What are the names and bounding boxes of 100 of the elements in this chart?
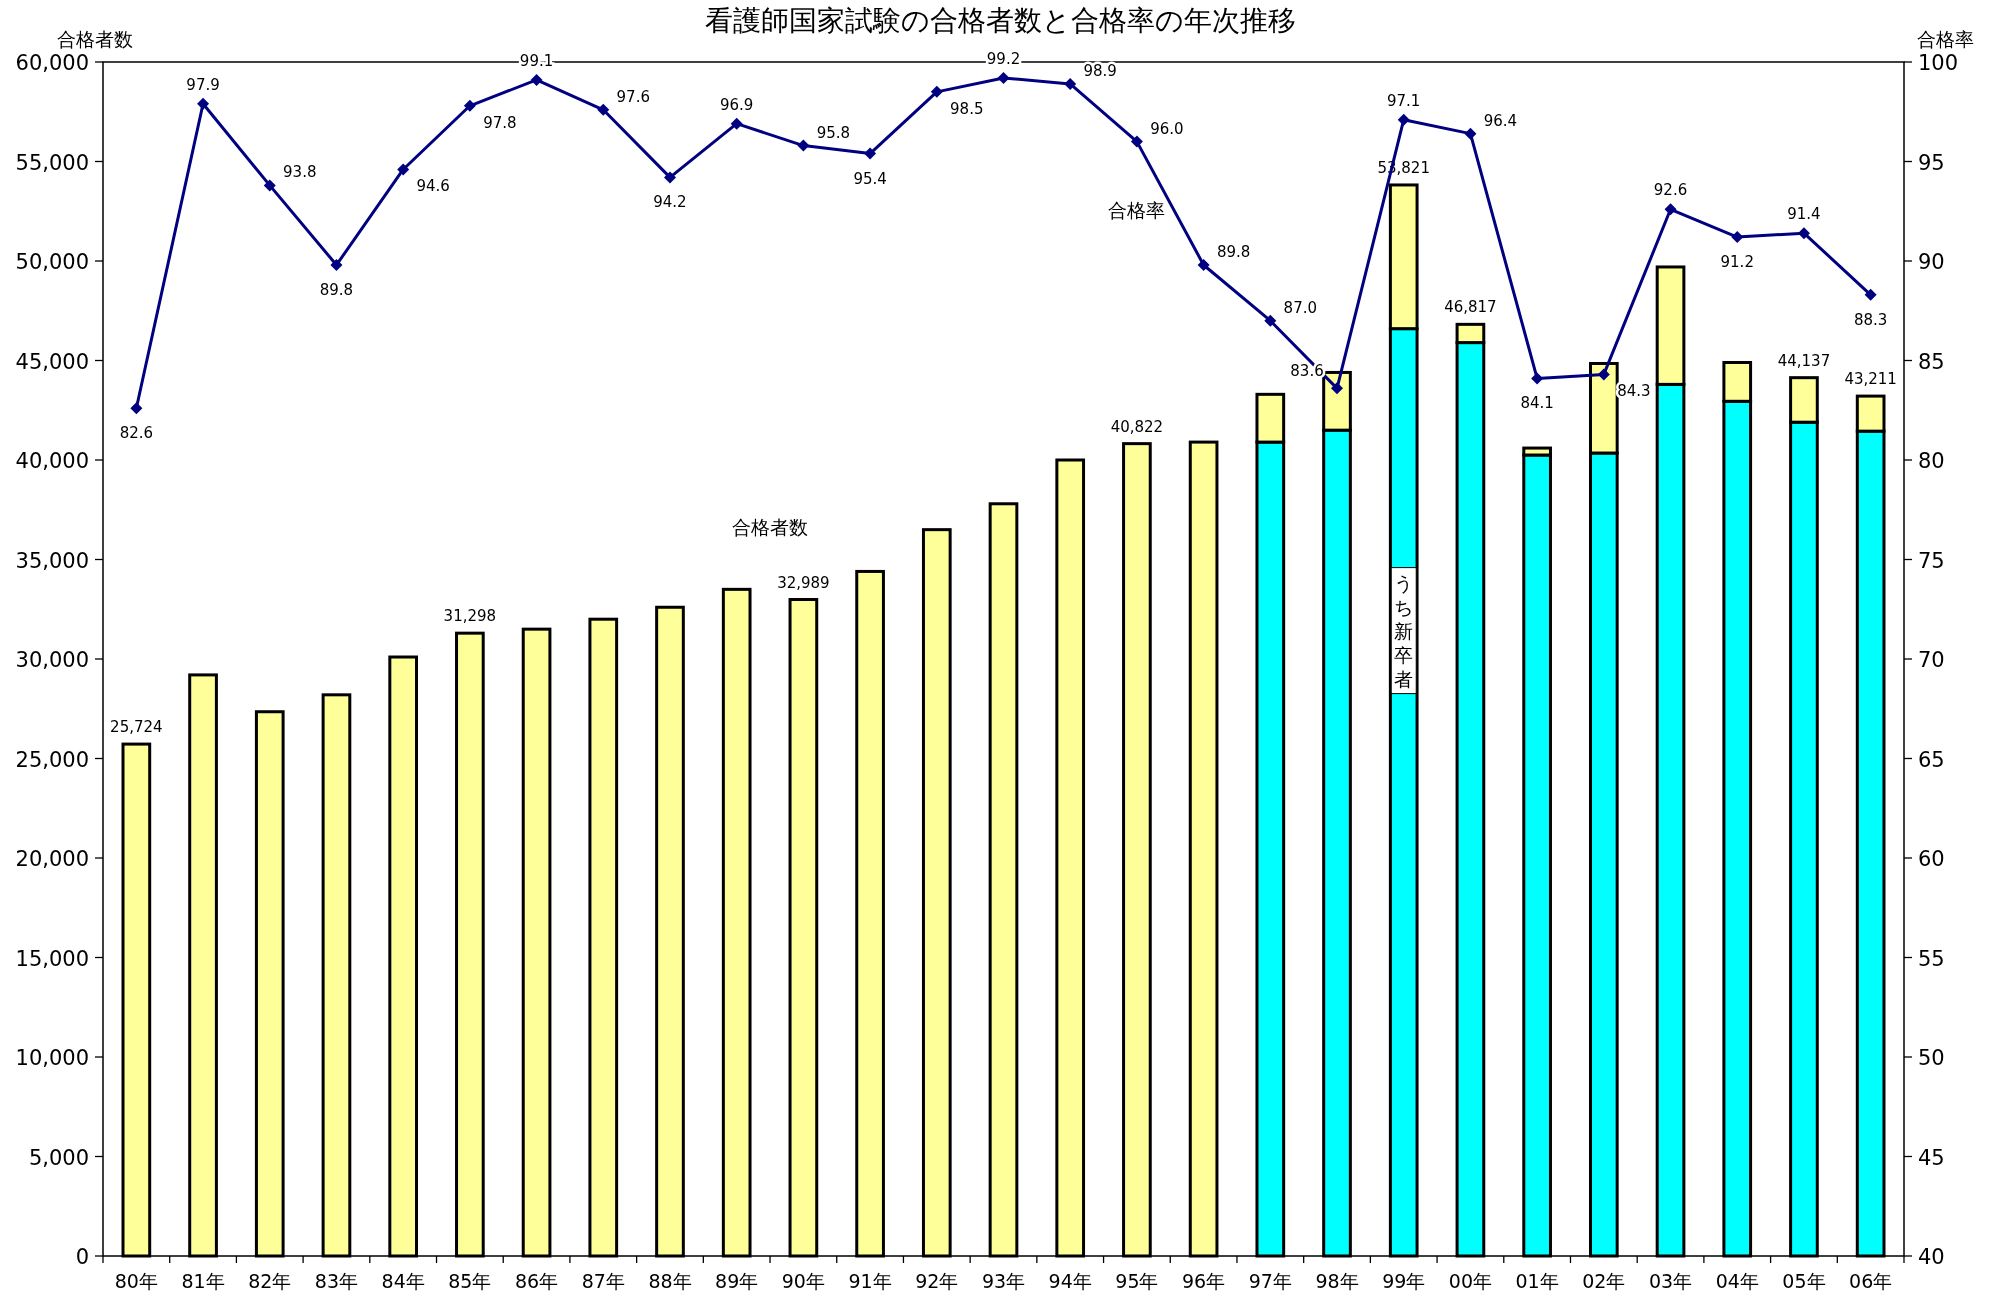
point xyxy=(930,85,943,98)
data-label: 89.8 xyxy=(1216,242,1251,261)
point xyxy=(1197,258,1210,271)
y-tick-label: 10,000 xyxy=(15,1046,89,1070)
y-axis-title: 合格者数 xyxy=(57,28,133,50)
y-tick-label: 35,000 xyxy=(15,548,89,573)
x-tick-label: 86年 xyxy=(514,1270,559,1292)
x-tick-label: 05年 xyxy=(1782,1270,1826,1292)
x-tick-label: 88年 xyxy=(648,1270,692,1292)
y2-tick-label: 40 xyxy=(1918,1245,1945,1269)
data-label: 95.8 xyxy=(816,123,851,142)
x-tick-label: 94年 xyxy=(1048,1270,1092,1292)
x-tick-label: 83年 xyxy=(314,1270,359,1292)
x-tick-label: 99年 xyxy=(1382,1270,1426,1292)
y2-tick-label: 90 xyxy=(1918,250,1945,274)
point xyxy=(330,258,343,271)
data-label: 82.6 xyxy=(119,424,154,443)
y2-tick-label: 55 xyxy=(1918,946,1945,971)
point xyxy=(1064,77,1077,90)
x-tick-label: 81年 xyxy=(181,1270,225,1292)
point xyxy=(397,163,410,176)
y-tick-label: 15,000 xyxy=(15,946,89,971)
x-tick-label: 92年 xyxy=(915,1270,959,1292)
data-label: 96.9 xyxy=(719,95,754,114)
point xyxy=(1864,288,1877,301)
x-tick-label: 80年 xyxy=(114,1270,158,1292)
point xyxy=(1331,382,1344,395)
x-tick-label: 01年 xyxy=(1515,1270,1559,1292)
chart-title: 看護師国家試験の合格者数と合格率の年次推移 xyxy=(704,4,1296,37)
point xyxy=(1597,368,1610,381)
y-tick-label: 40,000 xyxy=(15,449,89,473)
data-label: 95.4 xyxy=(853,169,887,188)
x-tick-label: 00年 xyxy=(1448,1270,1493,1292)
point xyxy=(663,171,676,184)
x-tick-label: 03年 xyxy=(1648,1270,1693,1292)
point xyxy=(130,402,143,415)
point xyxy=(797,139,810,152)
data-label: 97.6 xyxy=(616,87,650,106)
data-label: 89.8 xyxy=(319,280,354,299)
x-tick-label: 06年 xyxy=(1849,1270,1893,1292)
y-tick-label: 55,000 xyxy=(15,150,89,175)
x-tick-label: 02年 xyxy=(1582,1270,1626,1292)
y2-tick-label: 95 xyxy=(1918,150,1945,175)
data-label: 88.3 xyxy=(1853,310,1888,329)
point xyxy=(864,147,877,160)
point xyxy=(1130,135,1143,148)
data-label: 96.0 xyxy=(1150,119,1184,138)
x-tick-label: 89年 xyxy=(715,1270,759,1292)
y2-tick-label: 50 xyxy=(1918,1046,1945,1070)
x-tick-label: 87年 xyxy=(581,1270,625,1292)
total-label: 31,298 xyxy=(443,607,497,626)
data-label: 94.6 xyxy=(416,177,450,196)
data-label: 84.1 xyxy=(1520,394,1554,413)
y-tick-label: 50,000 xyxy=(15,250,89,274)
y-tick-label: 0 xyxy=(75,1245,89,1269)
data-label: 94.2 xyxy=(653,193,687,212)
point xyxy=(597,103,610,116)
x-tick-label: 95年 xyxy=(1115,1270,1159,1292)
y2-tick-label: 80 xyxy=(1918,449,1945,473)
data-label: 97.1 xyxy=(1387,91,1421,110)
data-label: 93.8 xyxy=(283,163,317,182)
y2-tick-label: 100 xyxy=(1918,51,1959,75)
point xyxy=(463,99,476,112)
data-label: 98.9 xyxy=(1083,61,1117,80)
y-tick-label: 25,000 xyxy=(15,747,89,772)
point xyxy=(1664,203,1677,216)
point xyxy=(1397,113,1410,126)
series-label: うち新卒者 xyxy=(1394,571,1414,690)
x-tick-label: 04年 xyxy=(1715,1270,1759,1292)
total-label: 25,724 xyxy=(110,718,163,737)
x-tick-label: 90年 xyxy=(781,1270,825,1292)
x-tick-label: 84年 xyxy=(381,1270,425,1292)
data-label: 91.4 xyxy=(1787,205,1821,224)
x-tick-label: 97年 xyxy=(1248,1270,1292,1292)
text: 合格者数 xyxy=(732,516,809,539)
x-tick-label: 96年 xyxy=(1182,1270,1226,1292)
y2-tick-label: 70 xyxy=(1918,648,1945,672)
total-label: 44,137 xyxy=(1777,351,1831,370)
y-tick-label: 30,000 xyxy=(15,648,89,672)
y-tick-label: 5,000 xyxy=(28,1145,89,1170)
data-label: 91.2 xyxy=(1720,253,1754,272)
data-label: 97.8 xyxy=(483,113,517,132)
total-label: 43,211 xyxy=(1844,370,1897,389)
y-tick-label: 20,000 xyxy=(15,847,89,871)
data-label: 97.9 xyxy=(186,75,220,94)
y2-tick-label: 60 xyxy=(1918,847,1945,871)
point xyxy=(730,117,743,130)
y2-tick-label: 75 xyxy=(1918,548,1945,573)
x-tick-label: 85年 xyxy=(448,1270,492,1292)
total-label: 32,989 xyxy=(777,573,830,592)
point xyxy=(263,179,276,192)
y-tick-label: 60,000 xyxy=(15,51,89,75)
data-label: 96.4 xyxy=(1483,111,1518,130)
y-tick-label: 45,000 xyxy=(15,349,89,374)
point xyxy=(997,71,1010,84)
series-label: 合格率 xyxy=(1108,198,1166,221)
y2-tick-label: 65 xyxy=(1918,747,1945,772)
data-label: 87.0 xyxy=(1283,298,1318,317)
x-tick-label: 82年 xyxy=(248,1270,292,1292)
x-tick-label: 98年 xyxy=(1315,1270,1359,1292)
